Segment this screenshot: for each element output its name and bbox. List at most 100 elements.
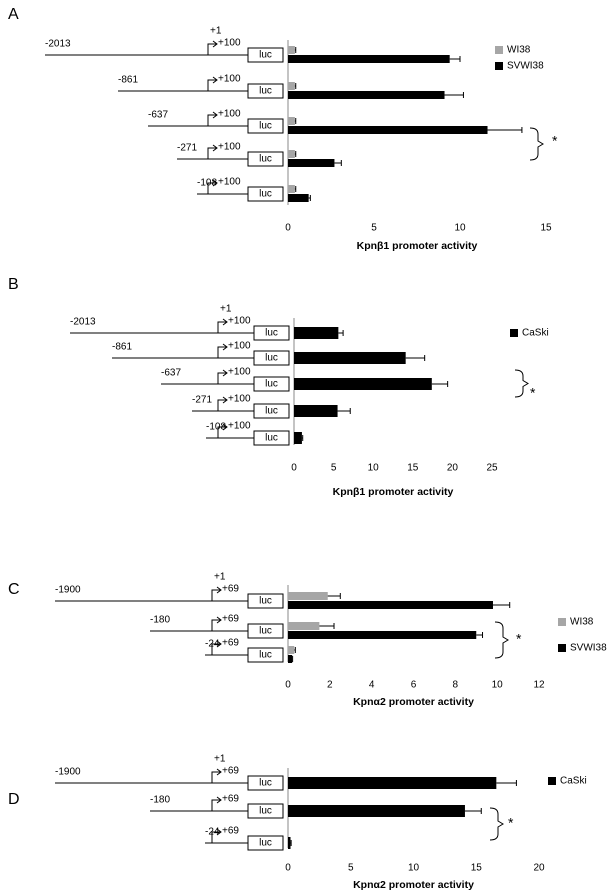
construct-start: -1900 (55, 585, 81, 596)
construct-end: +100 (218, 109, 241, 120)
construct-start: -637 (148, 110, 168, 121)
reporter-label: luc (259, 189, 272, 200)
tss-arrow (217, 369, 228, 384)
x-tick-label: 0 (291, 463, 297, 474)
x-tick-label: 15 (471, 863, 483, 874)
bar (288, 82, 295, 90)
x-tick-label: 0 (285, 223, 291, 234)
error-bar (334, 160, 342, 166)
construct-end: +100 (228, 394, 251, 405)
luc-box (247, 186, 284, 202)
error-bar (449, 56, 461, 62)
error-bar (327, 593, 341, 599)
tss-arrow (207, 40, 218, 55)
panel-label: D (8, 791, 20, 808)
construct-end: +69 (222, 614, 239, 625)
tss-label: +1 (210, 26, 222, 37)
bar (288, 117, 295, 125)
construct-start: -2013 (45, 39, 71, 50)
x-tick-label: 20 (533, 863, 545, 874)
bar (294, 327, 339, 339)
bar (288, 601, 493, 609)
luc-box (247, 803, 284, 819)
x-tick-label: 10 (368, 463, 380, 474)
tss-arrow (217, 343, 228, 358)
x-axis-label: Kpnα2 promoter activity (353, 696, 474, 708)
x-tick-label: 15 (540, 223, 552, 234)
bar (294, 378, 432, 390)
luc-box (247, 83, 284, 99)
error-bar (294, 186, 297, 192)
construct-end: +100 (218, 74, 241, 85)
legend-swatch (548, 777, 556, 785)
error-bar (308, 195, 311, 201)
reporter-label: luc (259, 778, 272, 789)
tss-arrow (207, 111, 218, 126)
bar (288, 194, 309, 202)
bar (288, 805, 465, 817)
tss-label: +1 (214, 572, 226, 583)
tss-arrow (211, 640, 222, 655)
significance-label: * (516, 631, 522, 647)
bar (288, 622, 320, 630)
construct-end: +100 (228, 341, 251, 352)
reporter-label: luc (259, 838, 272, 849)
tss-arrow (217, 396, 228, 411)
x-tick-label: 10 (454, 223, 466, 234)
significance-bracket (494, 621, 509, 659)
x-tick-label: 5 (371, 223, 377, 234)
bar (288, 185, 295, 193)
reporter-label: luc (259, 626, 272, 637)
legend-swatch (495, 46, 503, 54)
luc-box (247, 647, 284, 663)
construct-start: -108 (206, 422, 226, 433)
bar (288, 655, 293, 663)
reporter-label: luc (259, 50, 272, 61)
panel-label: B (8, 276, 19, 293)
construct-end: +100 (218, 142, 241, 153)
error-bar (338, 330, 344, 336)
construct-end: +100 (228, 367, 251, 378)
error-bar (431, 381, 449, 387)
legend-label: CaSki (522, 328, 549, 339)
reporter-label: luc (259, 596, 272, 607)
luc-box (253, 325, 290, 341)
construct-start: -637 (161, 368, 181, 379)
bar (288, 837, 291, 849)
tss-label: +1 (214, 754, 226, 765)
construct-end: +69 (222, 766, 239, 777)
error-bar (290, 840, 292, 846)
reporter-label: luc (259, 650, 272, 661)
legend-label: WI38 (570, 617, 594, 628)
x-tick-label: 0 (285, 680, 291, 691)
error-bar (444, 92, 464, 98)
tss-arrow (217, 318, 228, 333)
error-bar (405, 355, 426, 361)
x-tick-label: 6 (411, 680, 417, 691)
construct-end: +69 (222, 826, 239, 837)
x-tick-label: 25 (486, 463, 498, 474)
bar (288, 592, 328, 600)
bar (288, 646, 295, 654)
construct-start: -180 (150, 795, 170, 806)
bar (294, 432, 302, 444)
x-axis-label: Kpnα2 promoter activity (353, 879, 474, 891)
luc-box (247, 118, 284, 134)
reporter-label: luc (265, 406, 278, 417)
tss-label: +1 (220, 304, 232, 315)
x-tick-label: 2 (327, 680, 333, 691)
x-tick-label: 5 (348, 863, 354, 874)
error-bar (294, 118, 297, 124)
luc-box (253, 376, 290, 392)
bar (288, 631, 477, 639)
construct-start: -1900 (55, 767, 81, 778)
luc-box (247, 775, 284, 791)
bar (288, 91, 445, 99)
bar (288, 46, 295, 54)
construct-start: -271 (192, 395, 212, 406)
reporter-label: luc (265, 353, 278, 364)
reporter-label: luc (259, 154, 272, 165)
reporter-label: luc (259, 806, 272, 817)
tss-arrow (211, 796, 222, 811)
